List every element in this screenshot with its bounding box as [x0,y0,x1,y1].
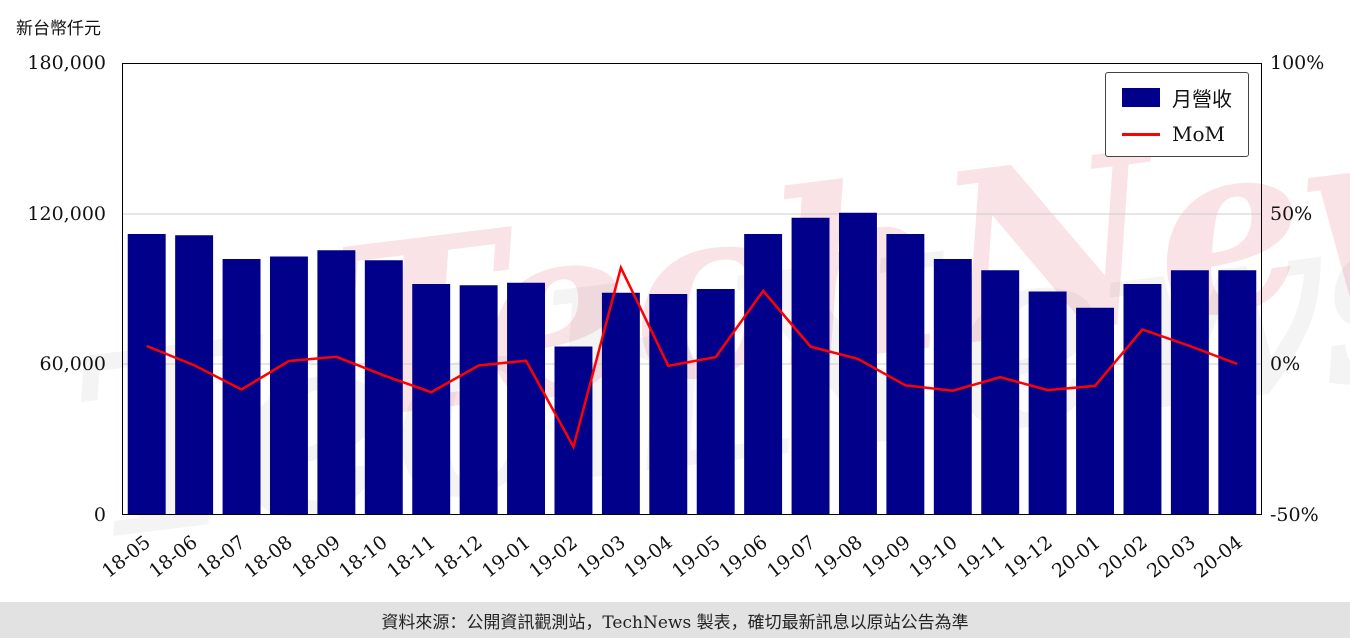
bar-18-12 [459,285,498,514]
x-tick-label-19-10: 19-10 [905,531,963,583]
bar-19-04 [649,294,688,514]
bar-19-08 [838,212,877,514]
axis-tick-label: 100% [1270,52,1325,74]
y-axis-unit-label: 新台幣仟元 [16,19,101,39]
x-tick-label-18-09: 18-09 [287,531,345,583]
footer-bar: 資料來源：公開資訊觀測站，TechNews 製表，確切最新訊息以原站公告為準 [0,602,1350,638]
mom-line-swatch [1122,132,1160,136]
legend-item-mom: MoM [1122,122,1232,146]
x-tick-label-18-11: 18-11 [382,531,440,583]
left-axis-ticks: 0 60,000 120,000 180,000 [0,0,112,638]
bar-19-12 [1028,291,1067,514]
x-tick-label-19-01: 19-01 [477,531,535,583]
bar-19-03 [601,292,640,514]
bar-18-08 [269,256,308,514]
bar-18-10 [364,260,403,514]
axis-tick-label: 50% [1270,202,1313,225]
bar-19-05 [696,289,735,514]
bar-18-05 [127,234,166,514]
mom-line [146,264,1238,451]
bar-20-03 [1170,270,1209,514]
bar-19-07 [791,217,830,514]
axis-tick-label: 180,000 [27,52,106,74]
x-tick-label-18-06: 18-06 [145,531,203,583]
legend-label-revenue: 月營收 [1172,87,1232,111]
axis-tick-label: -50% [1270,504,1319,526]
bar-19-09 [886,234,925,514]
axis-tick-label: 60,000 [39,353,106,376]
x-tick-label-19-03: 19-03 [572,531,630,583]
x-tick-label-19-06: 19-06 [715,531,773,583]
x-tick-label-20-03: 20-03 [1142,531,1200,583]
bar-19-11 [981,270,1020,514]
bar-18-09 [317,250,356,514]
bar-20-01 [1076,307,1115,514]
x-tick-label-19-08: 19-08 [810,531,868,583]
bar-19-01 [507,282,546,514]
x-tick-label-19-09: 19-09 [857,531,915,583]
x-tick-label-18-10: 18-10 [335,531,393,583]
x-tick-label-20-01: 20-01 [1047,531,1105,583]
x-tick-label-19-04: 19-04 [620,531,678,583]
chart-canvas [123,212,1261,514]
x-tick-label-20-02: 20-02 [1095,531,1153,583]
x-tick-label-18-07: 18-07 [192,531,250,583]
revenue-bar-swatch [1122,88,1160,107]
x-tick-label-20-04: 20-04 [1190,531,1248,583]
footer-text: 資料來源：公開資訊觀測站，TechNews 製表，確切最新訊息以原站公告為準 [381,612,969,633]
x-tick-label-19-11: 19-11 [952,531,1010,583]
bar-20-04 [1218,270,1257,514]
x-tick-label-19-02: 19-02 [525,531,583,583]
axis-tick-label: 0 [93,504,106,526]
legend-item-revenue: 月營收 [1122,83,1232,112]
plot-area: 月營收 MoM [122,63,1262,515]
x-tick-label-18-12: 18-12 [430,531,488,583]
bar-18-11 [412,284,451,514]
bar-18-07 [222,259,261,514]
bar-19-02 [554,346,593,514]
right-axis-ticks: -50% 0% 50% 100% [1268,0,1348,638]
bar-20-02 [1123,284,1162,514]
x-tick-label-19-12: 19-12 [1000,531,1058,583]
bar-19-06 [744,234,783,514]
x-tick-label-19-07: 19-07 [762,531,820,583]
legend-label-mom: MoM [1172,122,1225,146]
x-tick-label-18-08: 18-08 [240,531,298,583]
bar-18-06 [175,235,214,514]
axis-tick-label: 0% [1270,353,1301,376]
x-tick-label-19-05: 19-05 [667,531,725,583]
legend: 月營收 MoM [1105,72,1249,157]
axis-tick-label: 120,000 [27,202,106,225]
